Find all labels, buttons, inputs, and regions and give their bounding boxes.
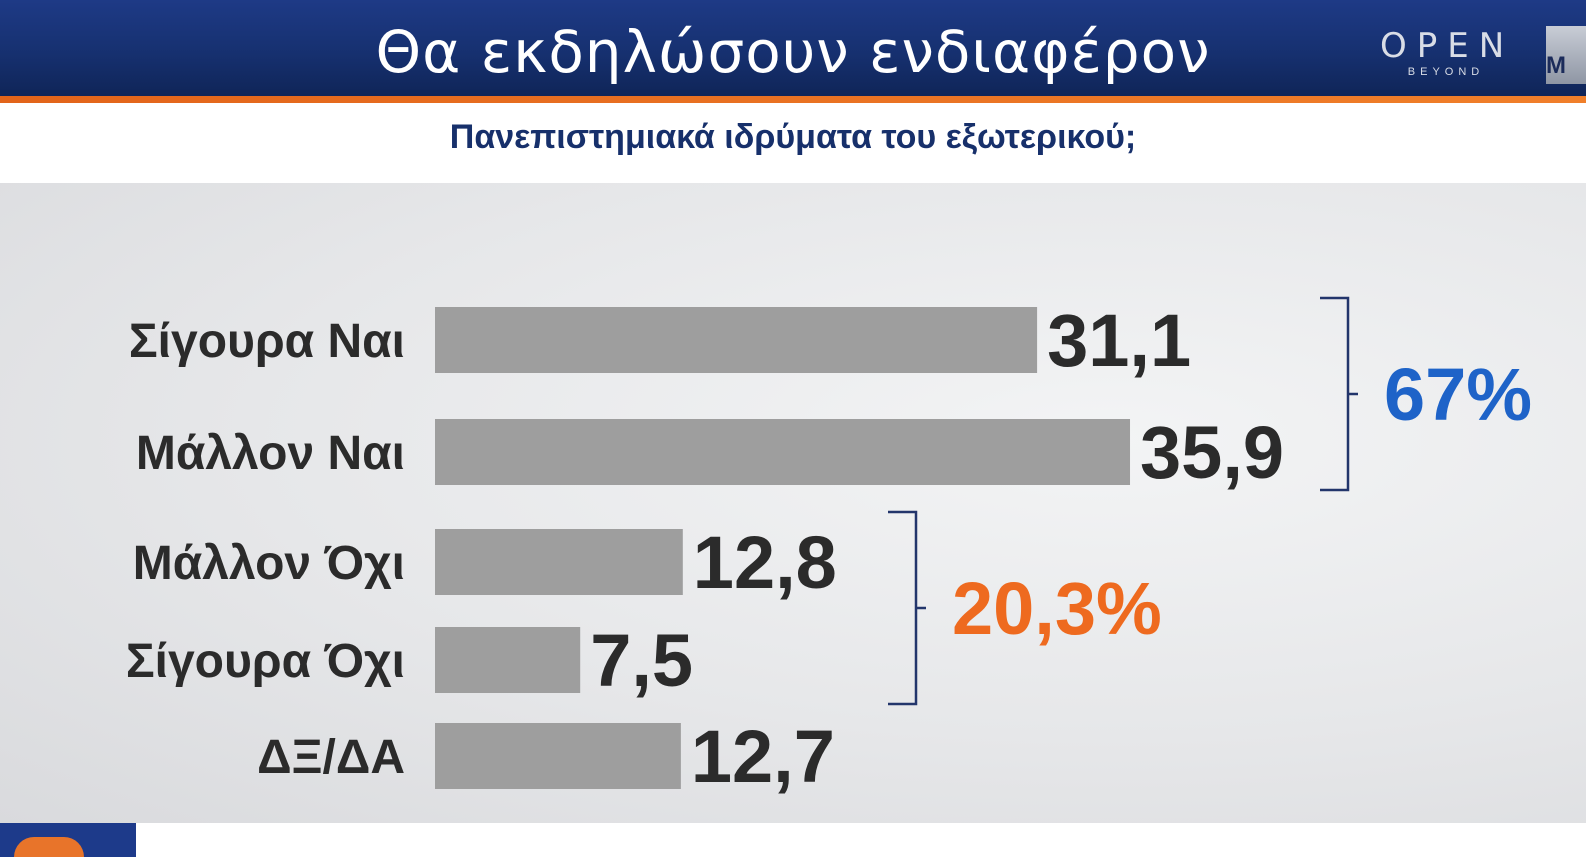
group-total-label: 20,3%	[952, 567, 1162, 650]
group-bracket	[1320, 296, 1358, 492]
bottom-logo-block	[0, 823, 136, 857]
category-label: ΔΞ/ΔΑ	[257, 731, 405, 784]
category-label: Σίγουρα Όχι	[126, 635, 405, 688]
value-label: 31,1	[1047, 299, 1191, 382]
group-total-label: 67%	[1384, 353, 1532, 436]
category-label: Μάλλον Όχι	[133, 537, 405, 590]
header-accent-line	[0, 96, 1586, 103]
bar	[435, 723, 681, 789]
category-label: Σίγουρα Ναι	[129, 315, 405, 368]
bottom-ticker-bar	[0, 823, 1586, 857]
header-bar	[0, 0, 1586, 99]
bar	[435, 627, 581, 693]
subtitle-band	[0, 103, 1586, 183]
bar	[435, 529, 683, 595]
bar	[435, 419, 1131, 485]
channel-logo: OPEN BEYOND	[1380, 26, 1512, 78]
value-label: 7,5	[590, 619, 693, 702]
logo-sub-text: BEYOND	[1407, 66, 1485, 78]
plot-background	[0, 183, 1586, 823]
category-label: Μάλλον Ναι	[136, 427, 405, 480]
value-label: 35,9	[1140, 411, 1284, 494]
value-label: 12,8	[693, 521, 837, 604]
logo-main-text: OPEN	[1380, 26, 1515, 66]
bar	[435, 307, 1038, 373]
bottom-logo-mark	[14, 837, 84, 857]
value-label: 12,7	[691, 715, 835, 798]
chart-title: Πανεπιστημιακά ιδρύματα του εξωτερικού;	[449, 118, 1137, 156]
page-title: Θα εκδηλώσουν ενδιαφέρον	[375, 18, 1211, 86]
edge-tab: M	[1546, 26, 1586, 84]
group-bracket	[888, 510, 926, 706]
